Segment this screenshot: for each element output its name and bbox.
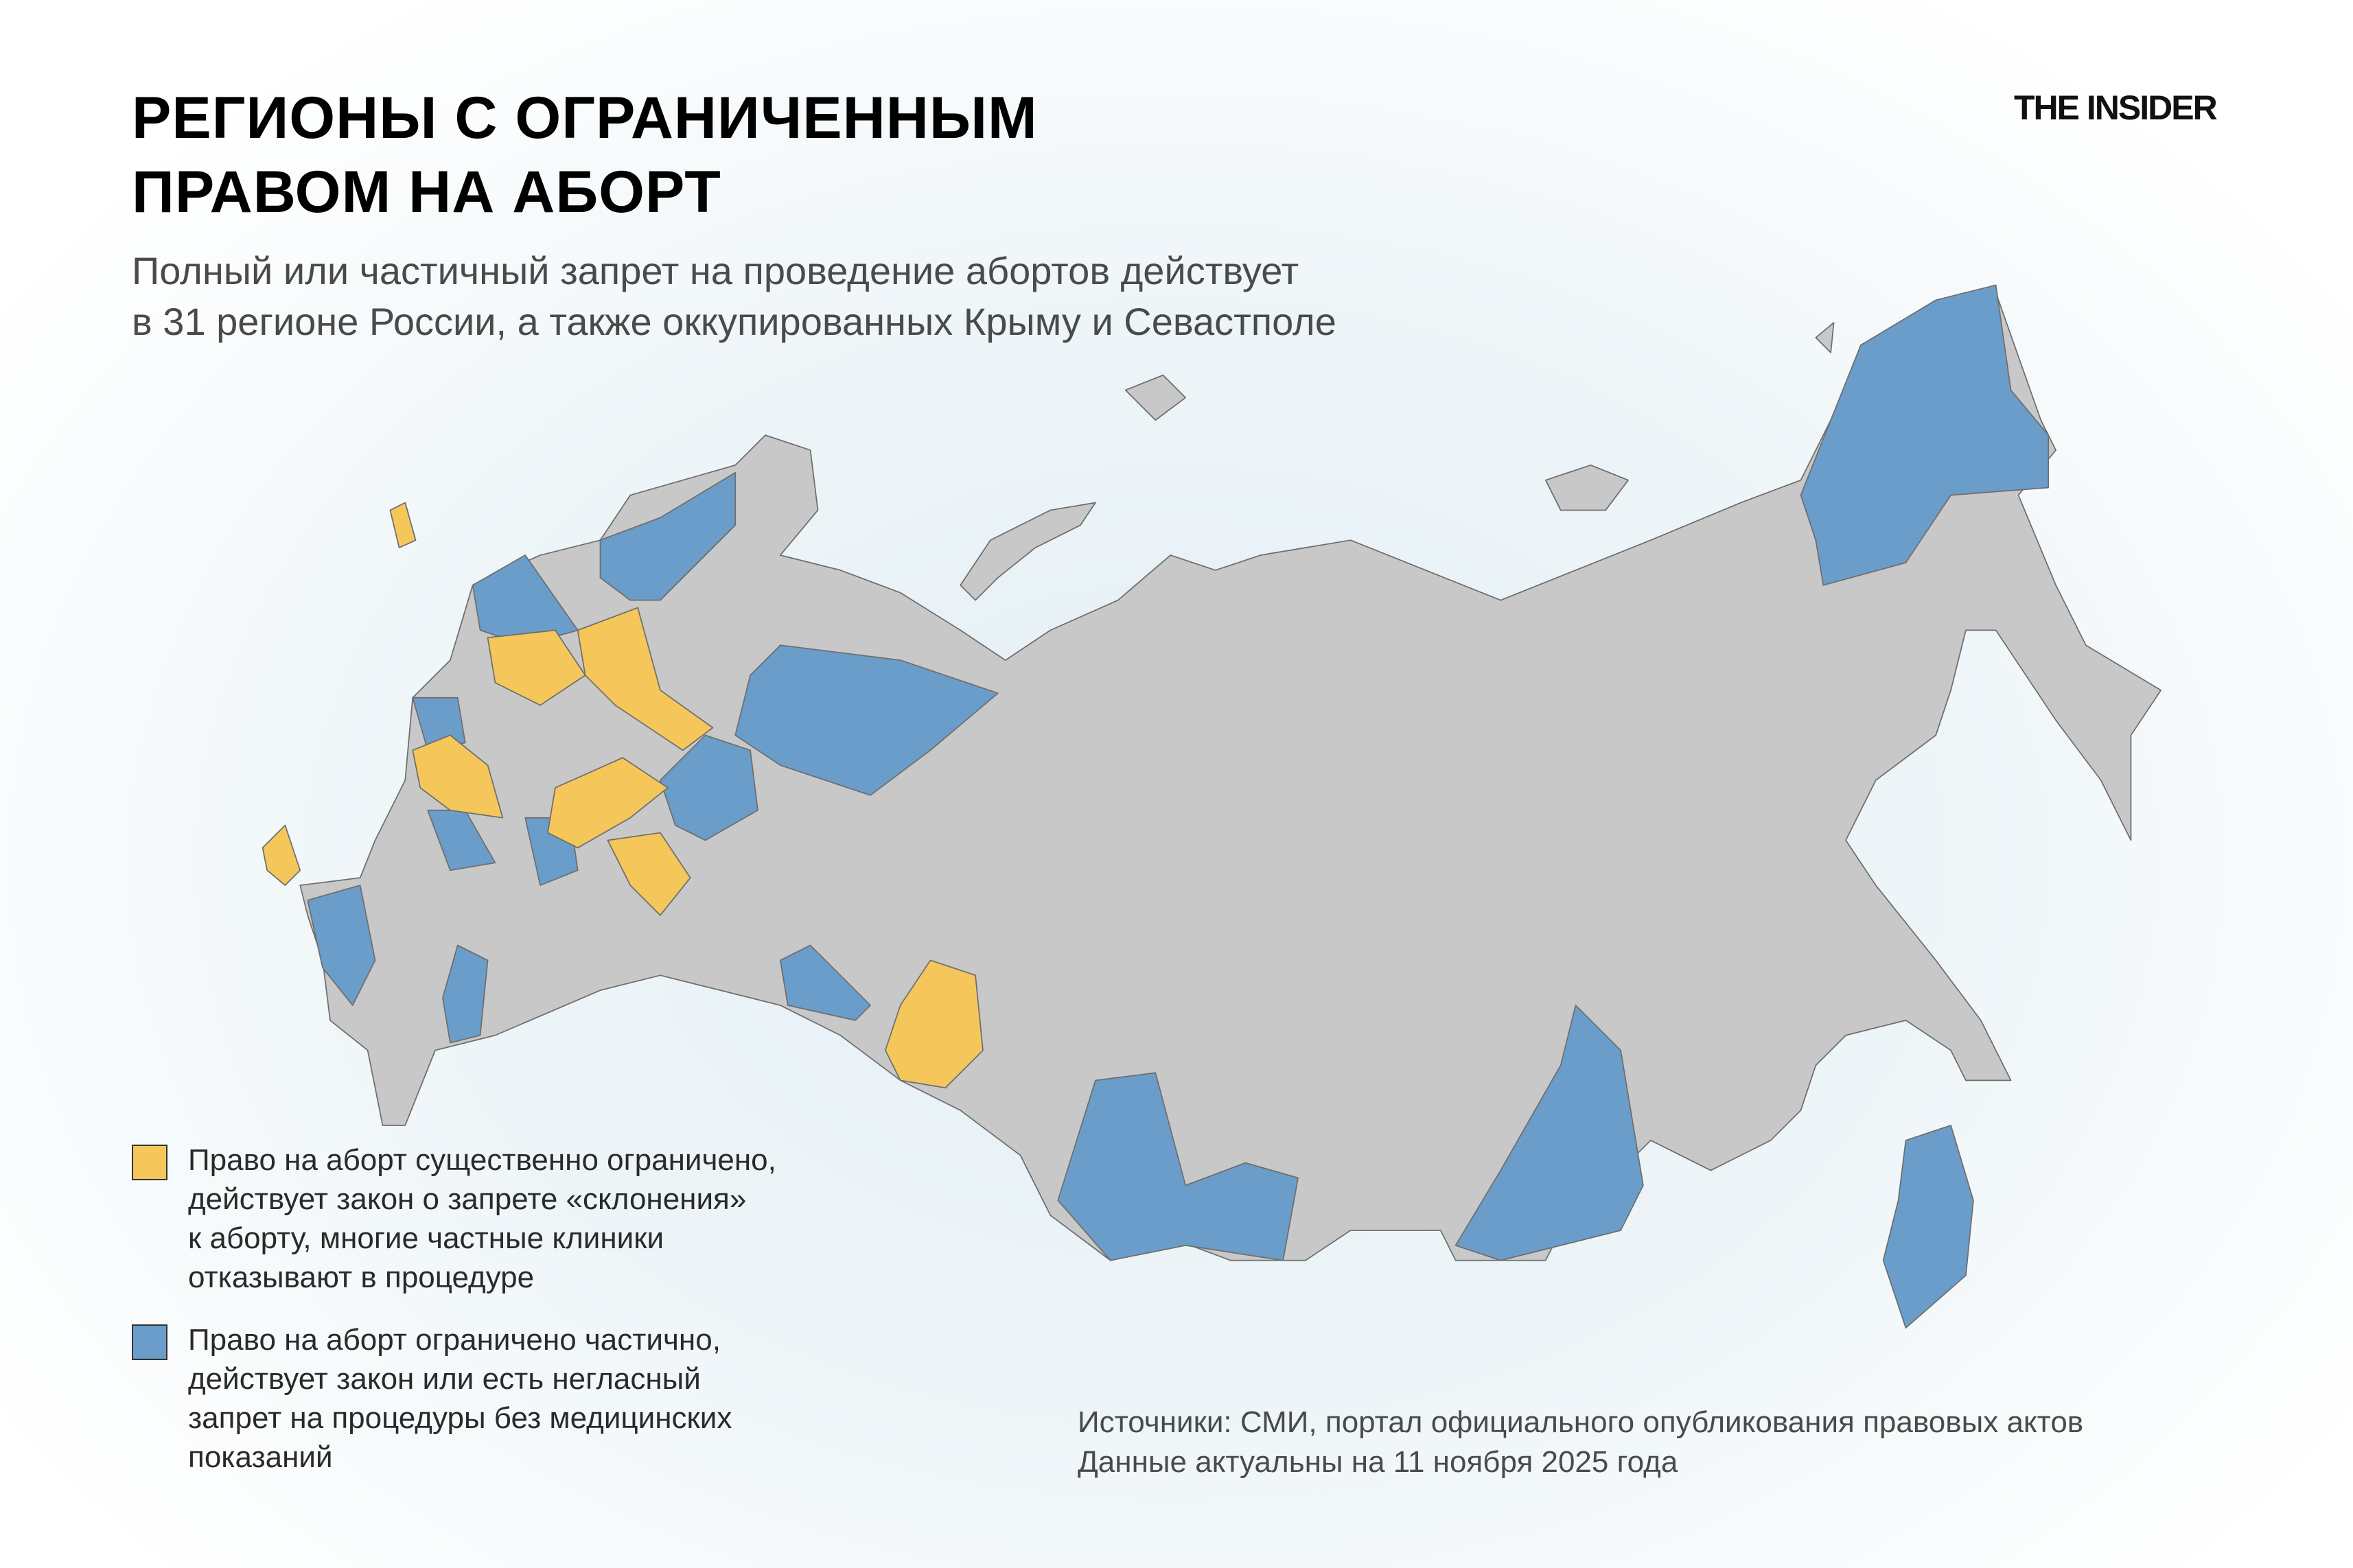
region-kaliningrad — [389, 502, 417, 548]
title-line-1: РЕГИОНЫ С ОГРАНИЧЕННЫМ — [132, 85, 1038, 151]
region-udmurtia-tatarstan — [660, 734, 758, 841]
legend-text-line: действует закон или есть негласный — [188, 1362, 701, 1396]
region-krasnodar — [307, 885, 376, 1006]
date-line: Данные актуальны на 11 ноября 2025 года — [1078, 1445, 1678, 1479]
legend-item-substantial: Право на аборт существенно ограничено, д… — [132, 1140, 776, 1297]
region-zabaykalsky — [1454, 1005, 1644, 1261]
legend-item-partial: Право на аборт ограничено частично, дейс… — [132, 1320, 732, 1477]
page-title: РЕГИОНЫ С ОГРАНИЧЕННЫМ ПРАВОМ НА АБОРТ — [132, 81, 1038, 229]
region-yaroslavl-kostroma — [487, 629, 586, 706]
subtitle-line-1: Полный или частичный запрет на проведени… — [132, 249, 1299, 292]
region-komi — [734, 644, 999, 796]
source-line: Источники: СМИ, портал официального опуб… — [1078, 1405, 2084, 1439]
legend-text-line: Право на аборт существенно ограничено, — [188, 1143, 776, 1177]
legend-text-line: действует закон о запрете «склонения» — [188, 1182, 747, 1216]
region-karelia-murmansk — [599, 471, 737, 601]
the-insider-logo: THE INSIDER — [2014, 89, 2218, 127]
new-siberian-islands — [1544, 464, 1629, 511]
subtitle: Полный или частичный запрет на проведени… — [132, 246, 1336, 347]
source-note: Источники: СМИ, портал официального опуб… — [1078, 1403, 2083, 1482]
region-omsk — [884, 959, 984, 1089]
legend-text-line: запрет на процедуры без медицинских — [188, 1401, 732, 1435]
region-kurgan — [779, 944, 871, 1021]
region-vologda — [577, 607, 714, 751]
subtitle-line-2: в 31 регионе России, а также оккупирован… — [132, 300, 1336, 343]
region-altai-tuva-khakassia — [1057, 1072, 1299, 1261]
region-nizhny-penza — [547, 757, 669, 849]
region-chukotka-kamchatka-north — [1800, 284, 2050, 586]
taymyr-islands — [1124, 374, 1186, 421]
region-crimea — [262, 824, 301, 886]
legend-swatch-blue — [132, 1324, 167, 1360]
legend-text-line: к аборту, многие частные клиники — [188, 1221, 664, 1255]
region-samara — [607, 832, 691, 916]
novaya-zemlya-island — [960, 502, 1096, 601]
legend-swatch-yellow — [132, 1145, 167, 1180]
legend-text-line: отказывают в процедуре — [188, 1261, 535, 1294]
russia-mainland — [299, 292, 2162, 1261]
legend-text-line: показаний — [188, 1440, 333, 1474]
title-line-2: ПРАВОМ НА АБОРТ — [132, 159, 721, 225]
region-kaluga-tula — [412, 734, 504, 819]
region-stavropol — [442, 944, 489, 1044]
wrangel-island — [1815, 322, 1835, 353]
region-sakhalin — [1882, 1125, 1974, 1329]
legend-text-line: Право на аборт ограничено частично, — [188, 1323, 721, 1357]
